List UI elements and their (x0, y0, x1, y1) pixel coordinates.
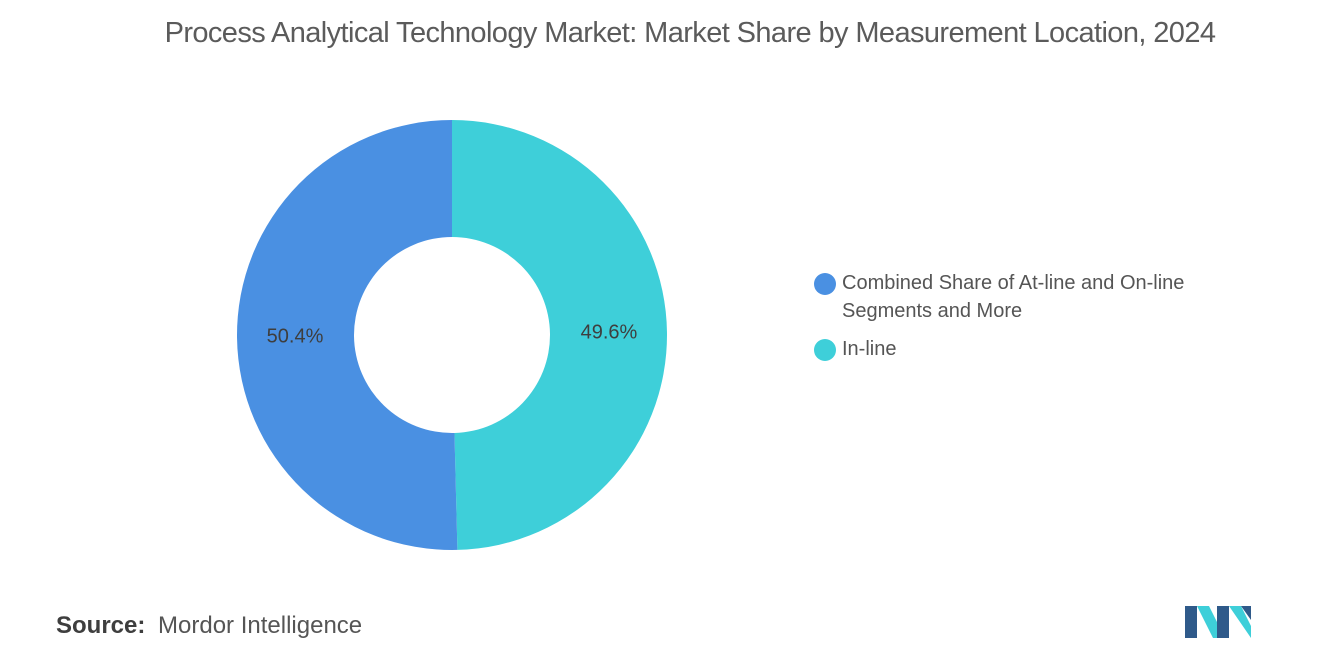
legend-item-in-line: In-line (814, 335, 1254, 363)
slice-in-line (452, 119, 668, 550)
slice-label-1: 50.4% (267, 325, 324, 347)
slice-labels: 49.6% 50.4% (267, 321, 638, 347)
legend-label-in-line: In-line (842, 338, 897, 360)
mordor-intelligence-logo-icon (1185, 606, 1251, 638)
donut-slices (237, 119, 668, 550)
chart-legend: Combined Share of At-line and On-line Se… (814, 269, 1254, 373)
legend-swatch-in-line (814, 339, 836, 361)
slice-label-0: 49.6% (581, 321, 638, 343)
source-footer: Source: Mordor Intelligence (56, 612, 362, 640)
slice-combined-share-of-at-line-and-on-line-segments-and-more (237, 120, 458, 550)
source-value: Mordor Intelligence (158, 612, 363, 639)
source-label: Source: (56, 612, 146, 639)
legend-label-combined: Combined Share of At-line and On-line Se… (842, 272, 1185, 322)
legend-swatch-combined (814, 273, 836, 295)
chart-title: Process Analytical Technology Market: Ma… (164, 17, 1216, 49)
legend-item-combined: Combined Share of At-line and On-line Se… (814, 269, 1254, 325)
